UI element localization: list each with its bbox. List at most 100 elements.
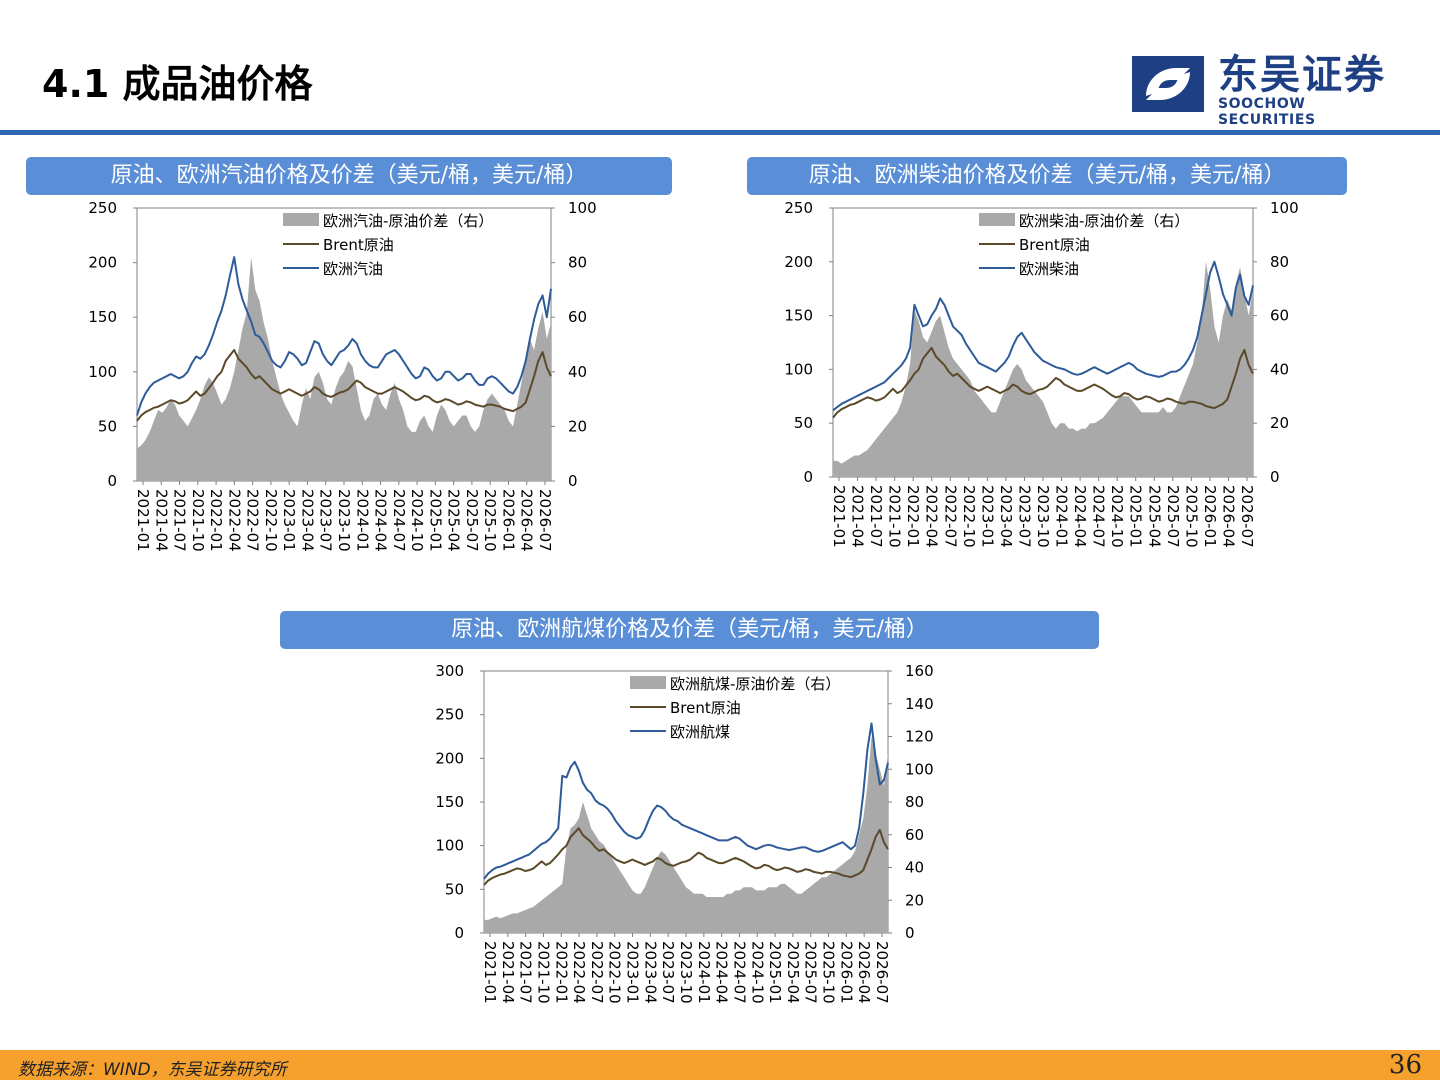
x-axis-tick-label: 2023-10 [677,941,695,1004]
x-axis-tick-label: 2023-10 [335,489,353,552]
product-line-series [136,256,552,416]
logo-name-cn: 东吴证券 [1218,52,1386,98]
legend-swatch-spread [979,213,1015,226]
right-axis-tick-label: 20 [568,417,587,435]
x-axis-tick-label: 2024-10 [748,941,766,1004]
x-axis-tick-label: 2021-04 [849,485,867,548]
legend-label: Brent原油 [323,236,394,254]
left-axis-tick-label: 0 [803,468,813,486]
footer-bar: 数据来源：WIND，东吴证券研究所 36 [0,1050,1440,1080]
x-axis-tick-label: 2025-10 [1182,485,1200,548]
x-axis-tick-label: 2025-04 [784,941,802,1004]
left-axis-tick-label: 250 [784,199,813,217]
x-axis-tick-label: 2024-01 [353,489,371,552]
x-axis-tick-label: 2021-07 [517,941,535,1004]
x-axis-tick-label: 2021-10 [886,485,904,548]
legend-label: 欧洲柴油-原油价差（右） [1019,212,1189,230]
right-axis-tick-label: 80 [568,254,587,272]
x-axis-tick-label: 2022-04 [923,485,941,548]
legend-swatch-spread [630,676,666,689]
right-axis-tick-label: 160 [905,662,934,680]
left-axis-tick-label: 0 [107,472,117,490]
x-axis-tick-label: 2022-01 [207,489,225,552]
left-axis-tick-label: 200 [784,253,813,271]
left-axis-tick-label: 150 [784,307,813,325]
left-axis-tick-label: 250 [435,706,464,724]
logo-mark-icon [1132,56,1204,112]
right-axis-tick-label: 20 [1270,414,1289,432]
spread-area-series [833,261,1253,477]
x-axis-tick-label: 2025-07 [1164,485,1182,548]
chart-banner-jet-fuel: 原油、欧洲航煤价格及价差（美元/桶，美元/桶） [280,611,1099,649]
x-axis-tick-label: 2023-04 [997,485,1015,548]
left-axis-tick-label: 100 [435,837,464,855]
spread-area-series [484,736,888,933]
x-axis-tick-label: 2026-01 [1201,485,1219,548]
x-axis-tick-label: 2022-07 [588,941,606,1004]
legend-label: 欧洲汽油 [323,260,383,278]
x-axis-tick-label: 2023-07 [659,941,677,1004]
legend-label: Brent原油 [670,699,741,717]
x-axis-tick-label: 2024-07 [730,941,748,1004]
x-axis-tick-label: 2021-01 [481,941,499,1004]
x-axis-tick-label: 2023-07 [317,489,335,552]
logo-name-en: SOOCHOW SECURITIES [1218,96,1316,128]
x-axis-tick-label: 2024-10 [408,489,426,552]
right-axis-tick-label: 20 [905,891,924,909]
right-axis-tick-label: 100 [1270,199,1299,217]
legend-swatch-spread [283,213,319,226]
x-axis-tick-label: 2021-04 [499,941,517,1004]
x-axis-tick-label: 2025-01 [766,941,784,1004]
x-axis-tick-label: 2026-01 [837,941,855,1004]
right-axis-tick-label: 0 [1270,468,1280,486]
x-axis-tick-label: 2024-04 [372,489,390,552]
x-axis-tick-label: 2025-01 [1127,485,1145,548]
x-axis-tick-label: 2023-10 [1034,485,1052,548]
footer-source: 数据来源：WIND，东吴证券研究所 [18,1060,287,1080]
x-axis-tick-label: 2024-04 [713,941,731,1004]
x-axis-tick-label: 2025-10 [820,941,838,1004]
right-axis-tick-label: 140 [905,695,934,713]
x-axis-tick-label: 2022-10 [262,489,280,552]
title-divider [0,130,1440,135]
legend-label: 欧洲航煤-原油价差（右） [670,675,840,693]
x-axis-tick-label: 2024-01 [1053,485,1071,548]
x-axis-tick-label: 2022-07 [244,489,262,552]
left-axis-tick-label: 50 [98,417,117,435]
product-line-series [483,722,889,880]
left-axis-tick-label: 150 [88,308,117,326]
x-axis-tick-label: 2026-01 [499,489,517,552]
x-axis-tick-label: 2026-07 [873,941,891,1004]
page-number: 36 [1388,1050,1422,1080]
x-axis-tick-label: 2025-07 [463,489,481,552]
x-axis-tick-label: 2021-07 [867,485,885,548]
x-axis-tick-label: 2025-04 [1145,485,1163,548]
left-axis-tick-label: 200 [435,749,464,767]
x-axis-tick-label: 2026-04 [1219,485,1237,548]
x-axis-tick-label: 2026-07 [1238,485,1256,548]
x-axis-tick-label: 2022-04 [570,941,588,1004]
right-axis-tick-label: 60 [1270,307,1289,325]
brent-line-series [136,349,552,422]
x-axis-tick-label: 2022-10 [960,485,978,548]
legend-label: 欧洲航煤 [670,723,730,741]
legend-label: Brent原油 [1019,236,1090,254]
legend-label: 欧洲柴油 [1019,260,1079,278]
x-axis-tick-label: 2025-10 [481,489,499,552]
x-axis-tick-label: 2022-10 [606,941,624,1004]
x-axis-tick-label: 2026-04 [518,489,536,552]
x-axis-tick-label: 2024-01 [695,941,713,1004]
left-axis-tick-label: 100 [784,360,813,378]
x-axis-tick-label: 2024-10 [1108,485,1126,548]
left-axis-tick-label: 100 [88,363,117,381]
x-axis-tick-label: 2021-10 [189,489,207,552]
x-axis-tick-label: 2025-07 [802,941,820,1004]
page-title: 4.1 成品油价格 [42,62,313,106]
x-axis-tick-label: 2023-01 [280,489,298,552]
x-axis-tick-label: 2021-10 [534,941,552,1004]
x-axis-tick-label: 2022-01 [552,941,570,1004]
right-axis-tick-label: 0 [905,924,915,942]
right-axis-tick-label: 40 [568,363,587,381]
